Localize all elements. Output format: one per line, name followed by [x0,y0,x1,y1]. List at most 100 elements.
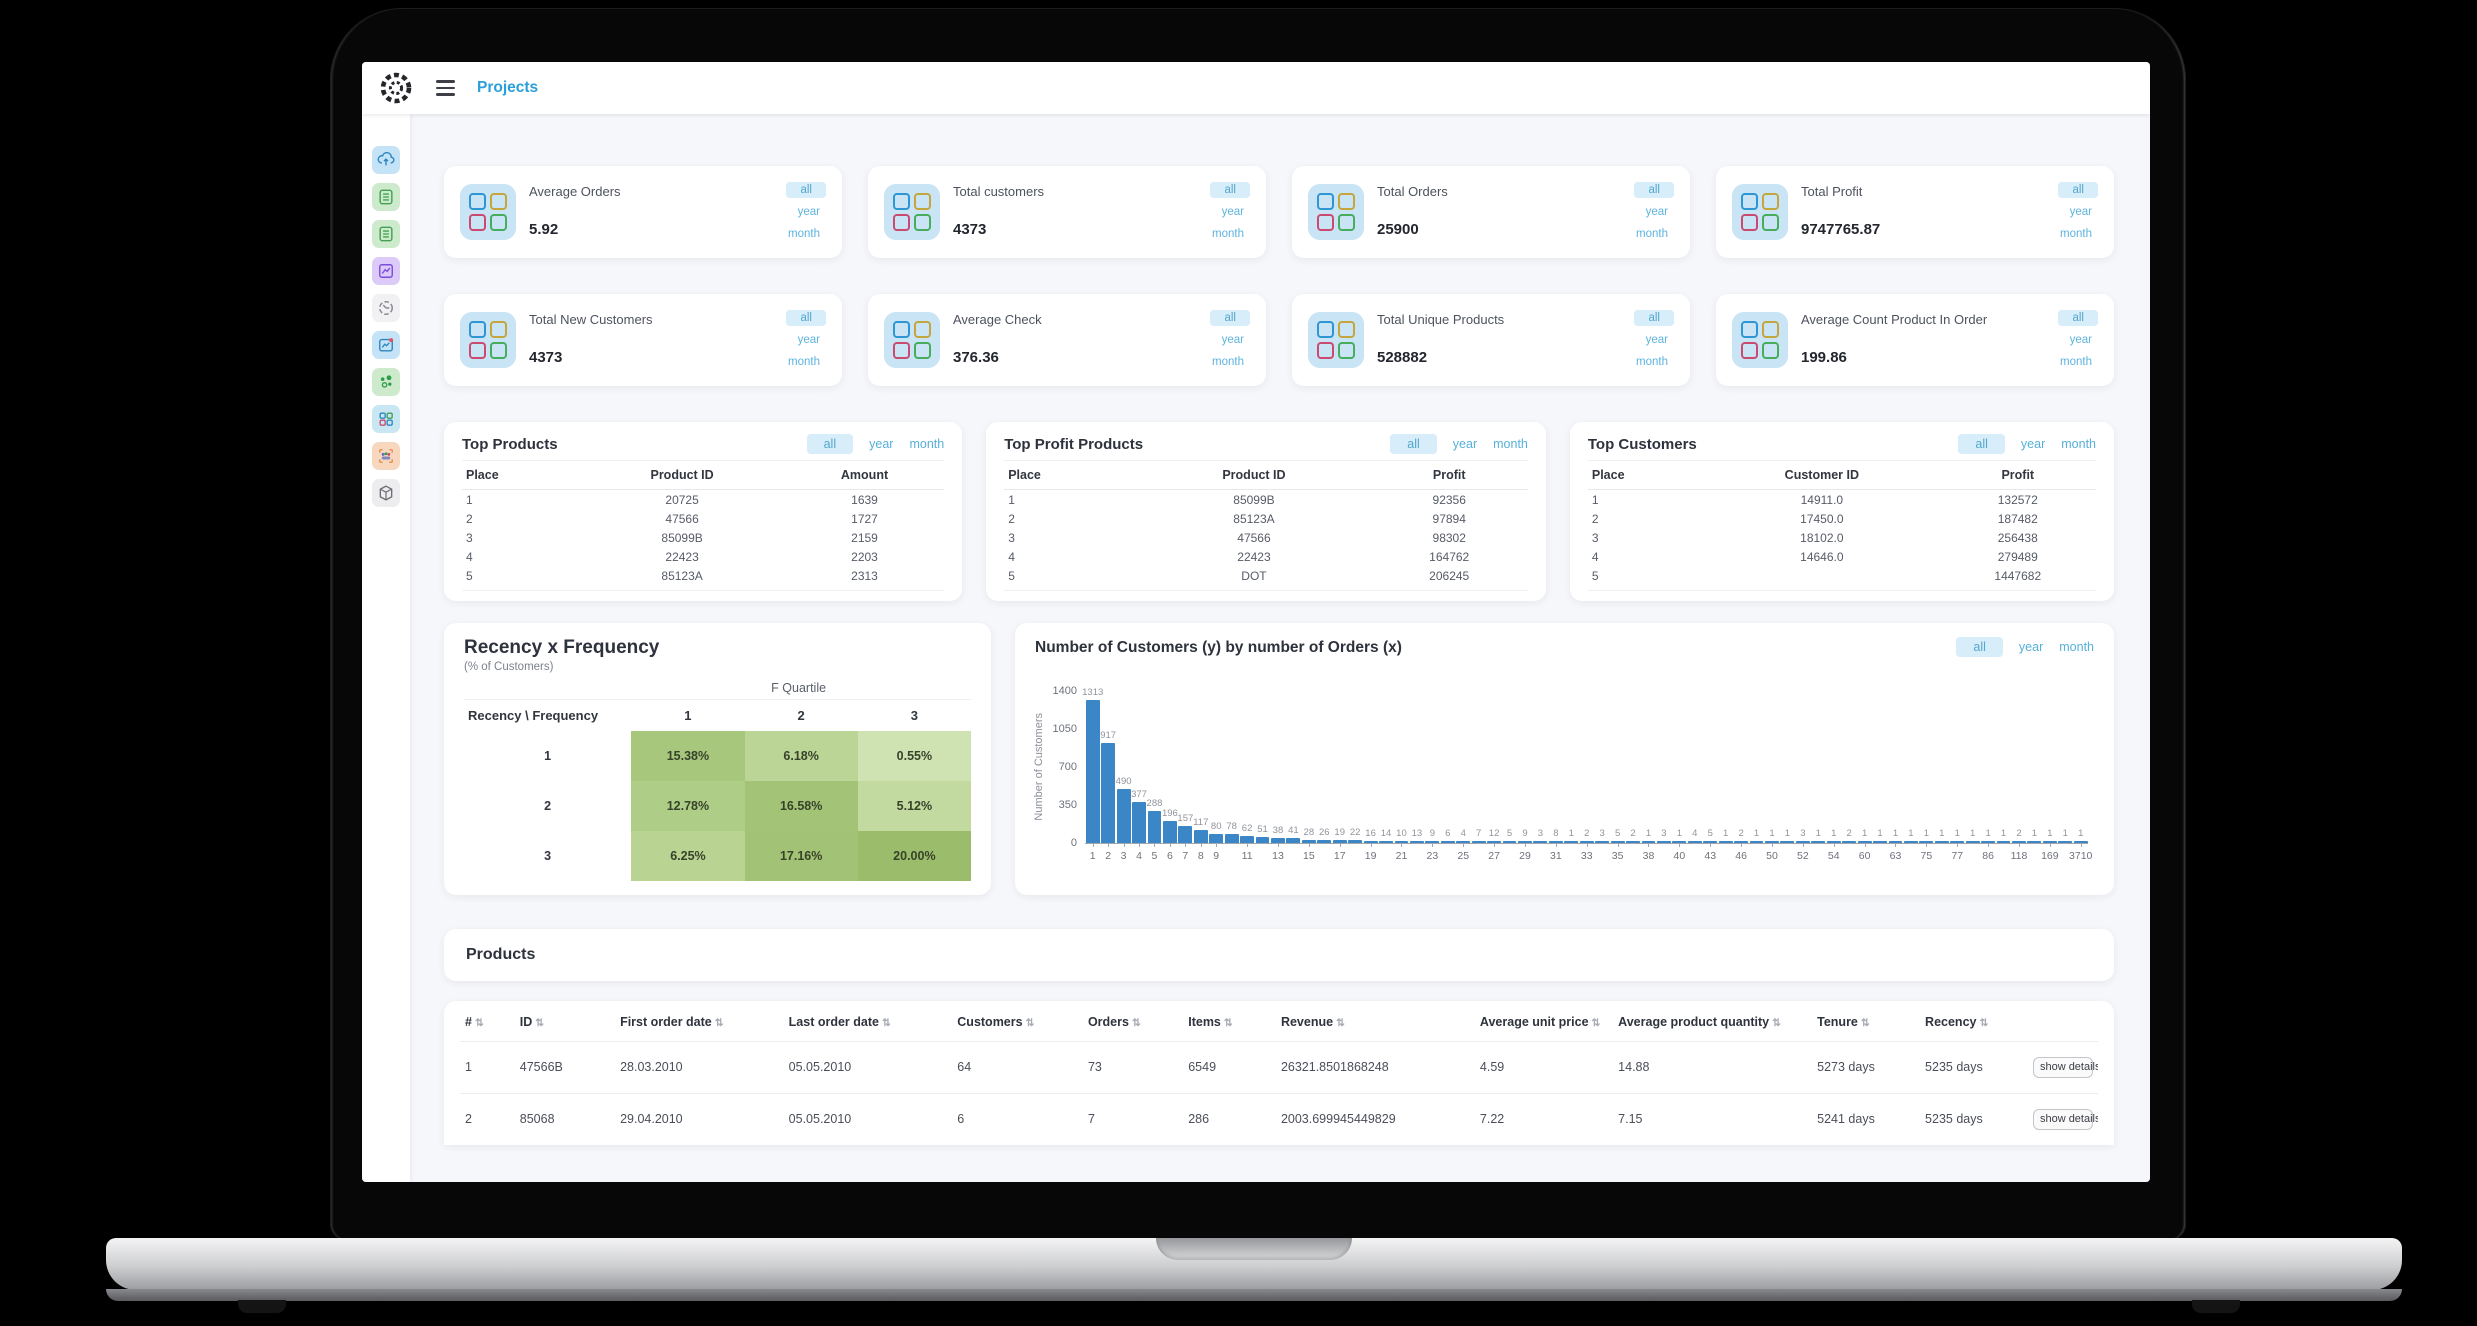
bar[interactable] [2058,841,2073,843]
bar[interactable] [1981,841,1995,843]
bar[interactable] [1332,840,1347,843]
period-option-month[interactable]: month [1493,437,1528,451]
period-option-all[interactable]: all [1210,182,1250,198]
bar[interactable] [1749,841,1764,843]
bar[interactable] [1425,841,1440,843]
bar[interactable] [1672,841,1687,843]
period-option-year[interactable]: year [2018,639,2044,654]
bar[interactable] [1579,841,1594,843]
period-option-month[interactable]: month [2060,228,2092,240]
bar[interactable] [1193,829,1208,843]
bar[interactable] [1502,841,1517,843]
bar[interactable] [1456,841,1471,843]
bar[interactable] [1271,838,1285,843]
bar[interactable] [1873,841,1887,843]
sidebar-item-clusters[interactable] [372,368,400,396]
period-option-all[interactable]: all [1210,310,1250,326]
show-details-button[interactable]: show details [2032,1056,2098,1078]
period-option-all[interactable]: all [1390,434,1437,454]
sidebar-item-products[interactable] [372,479,400,507]
sidebar-item-customers[interactable] [372,442,400,470]
period-option-month[interactable]: month [2059,639,2094,654]
bar[interactable] [1903,841,1918,843]
page-title[interactable]: Projects [477,79,539,96]
products-col-header[interactable]: Average product quantity ⇅ [1618,1014,1781,1029]
bar[interactable] [2042,841,2057,843]
sidebar-item-analytics[interactable] [372,257,400,285]
period-option-year[interactable]: year [2069,206,2092,218]
period-option-year[interactable]: year [1221,206,1244,218]
sidebar-item-reports-2[interactable] [372,220,400,248]
bar[interactable] [1718,841,1733,843]
period-option-year[interactable]: year [2020,437,2046,451]
bar[interactable] [1132,801,1146,843]
products-col-header[interactable]: Items ⇅ [1188,1014,1233,1029]
bar[interactable] [1178,825,1193,843]
period-option-month[interactable]: month [2060,356,2092,368]
bar[interactable] [1641,841,1656,843]
bar[interactable] [1363,840,1378,843]
bar[interactable] [1996,841,2011,843]
bar[interactable] [1116,789,1131,843]
bar[interactable] [1240,835,1254,843]
bar[interactable] [1934,841,1949,843]
bar[interactable] [1348,840,1363,843]
period-option-year[interactable]: year [2069,334,2092,346]
period-option-year[interactable]: year [1645,206,1668,218]
show-details-button[interactable]: show details [2032,1108,2098,1130]
bar[interactable] [1703,841,1718,843]
bar[interactable] [1286,838,1301,843]
bar[interactable] [1888,841,1903,843]
period-option-month[interactable]: month [2061,437,2096,451]
period-option-year[interactable]: year [1221,334,1244,346]
bar[interactable] [1518,841,1532,843]
period-option-all[interactable]: all [1956,636,2003,657]
sidebar-item-dashboards[interactable] [372,331,400,359]
bar[interactable] [1147,811,1162,843]
period-option-year[interactable]: year [797,206,820,218]
period-option-month[interactable]: month [1636,356,1668,368]
bar[interactable] [1394,841,1409,843]
products-col-header[interactable]: Recency ⇅ [1925,1014,1989,1029]
period-option-all[interactable]: all [1958,434,2005,454]
bar[interactable] [1564,841,1579,843]
bar[interactable] [1765,841,1779,843]
bar[interactable] [1595,841,1610,843]
bar[interactable] [1209,833,1224,843]
bar[interactable] [1919,841,1934,843]
bar[interactable] [2012,841,2026,843]
period-option-year[interactable]: year [869,437,894,451]
products-col-header[interactable]: Orders ⇅ [1087,1014,1141,1029]
bar[interactable] [1795,841,1810,843]
bar[interactable] [1224,834,1239,843]
bar[interactable] [1409,841,1424,843]
sidebar-item-reports[interactable] [372,183,400,211]
bar[interactable] [1950,841,1965,843]
bar[interactable] [1533,841,1548,843]
period-option-year[interactable]: year [1452,437,1478,451]
products-col-header[interactable]: Average unit price ⇅ [1479,1014,1601,1029]
bar[interactable] [1487,841,1501,843]
period-option-all[interactable]: all [806,434,854,454]
sidebar-item-apps[interactable] [372,405,400,433]
sidebar-item-upload[interactable] [372,146,400,174]
products-col-header[interactable]: Last order date ⇅ [788,1014,891,1029]
bar[interactable] [1842,841,1857,843]
bar[interactable] [1301,839,1316,843]
period-option-month[interactable]: month [788,356,820,368]
products-col-header[interactable]: Revenue ⇅ [1280,1014,1345,1029]
bar[interactable] [1857,841,1872,843]
period-option-all[interactable]: all [1634,182,1674,198]
period-option-all[interactable]: all [786,182,826,198]
products-col-header[interactable]: Tenure ⇅ [1817,1014,1870,1029]
bar[interactable] [1687,841,1702,843]
period-option-month[interactable]: month [788,228,820,240]
products-col-header[interactable]: # ⇅ [465,1014,484,1029]
period-option-all[interactable]: all [2058,310,2098,326]
bar[interactable] [1826,841,1841,843]
bar[interactable] [1965,841,1980,843]
period-option-month[interactable]: month [909,437,945,451]
bar[interactable] [1101,742,1116,843]
bar[interactable] [1548,841,1563,843]
bar[interactable] [1780,841,1795,843]
